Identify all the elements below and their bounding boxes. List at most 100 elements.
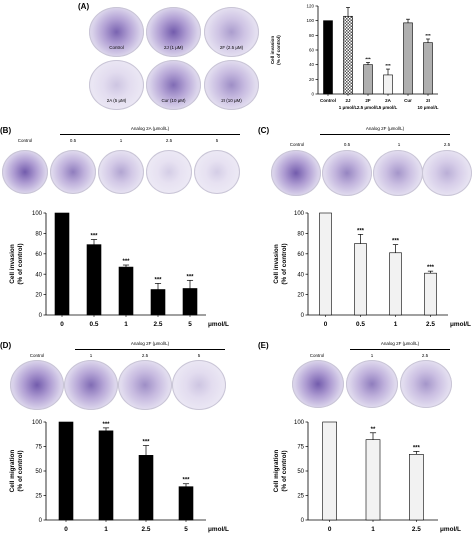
dish-label-a-2a: 2A (5 μM) [106,98,127,103]
y-axis-label-b-1: (% of control) [17,243,24,284]
dish-label-c-3: 2.5 [443,142,451,147]
bar-e-0 [322,421,337,521]
header-line-d [75,349,225,350]
x-tick-label-a-0-5: 2I [426,98,430,103]
panel-label-e: (E) [258,341,269,350]
chart-b: 0 20 40 60 80 100 Cell invasion (% of control) *… [9,211,229,328]
x-tick-label-a-1-2: 2.5 μmol/L [357,105,380,110]
bar-a-2 [363,64,373,95]
x-tick-label-b-0: 0 [60,321,64,328]
x-unit-label-e: μmol/L [440,526,461,533]
bar-b-2 [118,266,134,316]
x-tick-label-d-2: 2.5 [142,526,151,533]
dish-label-d-1: 1 [89,353,93,358]
significance-d-3: *** [182,478,190,484]
x-tick-label-b-4: 5 [188,321,192,328]
dish-b-4 [194,150,240,194]
y-axis-label-a-0: Cell invasion [270,36,275,65]
x-tick-label-c-2: 1 [394,321,398,328]
bar-b-3 [150,289,166,316]
bar-a-3 [383,74,393,95]
bar-a-5 [423,42,433,95]
y-tick-label-b-0: 0 [39,313,43,319]
panel-label-c: (C) [258,126,270,135]
y-axis-label-c-1: (% of control) [281,243,288,284]
panel-label-d: (D) [0,341,12,350]
y-tick-label-e-1: 25 [297,494,304,500]
y-tick-label-a-4: 80 [309,33,315,38]
bar-d-2 [138,455,154,521]
y-tick-label-b-2: 40 [35,272,42,278]
significance-c-3: *** [427,265,435,271]
bar-d-3 [178,486,194,521]
y-tick-label-e-0: 0 [301,518,305,524]
header-line-e [350,349,450,350]
dish-label-a-2f: 2F (2.5 μM) [219,45,244,50]
dish-c-1 [322,150,372,196]
x-tick-label-b-3: 2.5 [154,321,163,328]
x-tick-label-d-3: 5 [184,526,188,533]
y-tick-label-b-3: 60 [35,252,42,258]
header-e: Analog 2F (μmol/L) [380,341,420,346]
bar-a-0 [323,20,333,95]
y-tick-label-d-1: 25 [35,494,42,500]
dish-label-d-3: 5 [197,353,201,358]
chart-e: 0 25 50 75 100 Cell migration (% of control) **… [273,420,461,533]
dish-label-c-1: 0.5 [343,142,351,147]
y-tick-label-e-2: 50 [297,469,304,475]
chart-a: 0 20 40 60 80 100 120 Cell invasion (% of contro… [270,4,439,110]
header-line-b [60,134,240,135]
dish-label-e-1: 1 [370,353,374,358]
significance-d-2: *** [142,440,150,446]
header-c: Analog 2F (μmol/L) [365,126,405,131]
dish-b-1 [50,150,96,194]
dish-label-c-0: Control [289,142,305,147]
dish-e-1 [346,360,398,408]
bar-b-1 [86,244,102,316]
dish-label-d-2: 2.5 [141,353,149,358]
bar-b-0 [54,212,70,316]
x-tick-label-c-3: 2.5 [426,321,435,328]
dish-c-0 [271,150,321,196]
dish-label-b-3: 2.5 [165,138,173,143]
bar-a-4 [403,22,413,95]
y-axis-label-b-0: Cell invasion [9,244,16,284]
panel-label-a: (A) [78,2,90,11]
header-line-c [320,134,450,135]
dish-b-0 [2,150,48,194]
header-d: Analog 2F (μmol/L) [130,341,170,346]
dish-d-1 [64,360,118,410]
y-tick-label-d-4: 100 [32,420,43,426]
panel-label-b: (B) [0,126,12,135]
y-tick-label-c-2: 40 [297,272,304,278]
significance-c-2: *** [392,239,400,245]
bar-e-2 [409,454,424,521]
significance-a-2: *** [365,56,371,61]
y-tick-label-a-2: 40 [309,62,315,67]
x-tick-label-d-1: 1 [104,526,108,533]
x-tick-label-b-2: 1 [124,321,128,328]
y-tick-label-b-4: 80 [35,232,42,238]
x-tick-label-a-1-5: 10 μmol/L [417,105,438,110]
significance-a-3: *** [385,63,391,68]
header-b: Analog 2A (μmol/L) [130,126,170,131]
x-tick-label-b-1: 0.5 [90,321,99,328]
dish-label-b-1: 0.5 [69,138,77,143]
dish-label-a-2j: 2J (1 μM) [163,45,184,50]
dish-a-cur [146,60,201,110]
dish-label-d-0: Control [29,353,45,358]
significance-e-2: *** [413,445,421,451]
dish-d-2 [118,360,172,410]
y-axis-label-e-0: Cell migration [273,450,280,493]
y-tick-label-b-5: 100 [32,211,43,217]
y-tick-label-c-3: 60 [297,252,304,258]
y-axis-label-e-1: (% of control) [281,450,288,491]
x-tick-label-e-0: 0 [328,526,332,533]
dish-label-a-control: Control [109,45,124,50]
dish-label-b-0: Control [17,138,33,143]
dish-label-a-cur: Cur (10 μM) [161,98,186,103]
y-tick-label-d-0: 0 [39,518,43,524]
dish-label-e-0: Control [309,353,325,358]
bar-d-0 [58,421,74,521]
